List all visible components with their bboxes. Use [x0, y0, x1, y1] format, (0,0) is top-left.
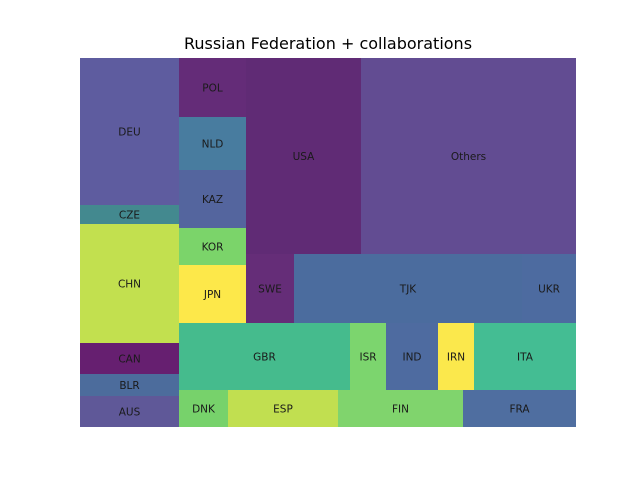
treemap-label-dnk: DNK	[192, 404, 216, 416]
treemap-label-jpn: JPN	[203, 289, 221, 301]
treemap-cell-aus	[80, 396, 179, 427]
treemap-cell-ind	[386, 323, 438, 390]
treemap-cell-irn	[438, 323, 474, 390]
treemap-label-tjk: TJK	[399, 284, 418, 296]
treemap-cell-can	[80, 343, 179, 374]
treemap-cell-kaz	[179, 170, 246, 228]
treemap-cell-others	[361, 58, 576, 254]
treemap-cell-fin	[338, 390, 463, 427]
treemap-cell-gbr	[179, 323, 350, 390]
treemap-cell-cze	[80, 205, 179, 224]
treemap-cell-ita	[474, 323, 576, 390]
treemap-label-isr: ISR	[359, 352, 376, 364]
treemap-cell-usa	[246, 58, 361, 254]
treemap-label-ukr: UKR	[538, 284, 560, 296]
treemap-label-deu: DEU	[118, 127, 140, 139]
treemap-label-can: CAN	[118, 354, 140, 366]
treemap-cell-isr	[350, 323, 386, 390]
treemap-label-aus: AUS	[119, 407, 141, 419]
treemap-label-swe: SWE	[258, 284, 282, 296]
treemap-label-cze: CZE	[119, 210, 140, 222]
treemap-label-fra: FRA	[509, 404, 530, 416]
treemap-label-chn: CHN	[118, 279, 141, 291]
treemap-cell-dnk	[179, 390, 228, 427]
treemap-label-fin: FIN	[392, 404, 409, 416]
treemap-cell-blr	[80, 374, 179, 396]
treemap-cell-jpn	[179, 265, 246, 323]
treemap-label-blr: BLR	[119, 380, 139, 392]
treemap-cell-esp	[228, 390, 338, 427]
treemap-cell-chn	[80, 224, 179, 343]
treemap-label-ind: IND	[402, 352, 421, 364]
treemap-cell-fra	[463, 390, 576, 427]
chart-title: Russian Federation + collaborations	[184, 34, 472, 53]
treemap-label-kor: KOR	[202, 242, 224, 254]
treemap-label-pol: POL	[202, 83, 223, 95]
treemap-label-others: Others	[451, 151, 486, 163]
treemap-cell-swe	[246, 254, 294, 323]
treemap-label-irn: IRN	[447, 352, 465, 364]
treemap-label-gbr: GBR	[253, 352, 276, 364]
treemap-cell-tjk	[294, 254, 522, 323]
treemap-label-esp: ESP	[273, 404, 293, 416]
treemap-cell-deu	[80, 58, 179, 205]
treemap-cell-nld	[179, 117, 246, 170]
treemap-label-usa: USA	[293, 151, 316, 163]
treemap-cell-ukr	[522, 254, 576, 323]
treemap-cells: DEU CZE CHN CAN BLR AUS POL NLD KAZ KOR JPN DNK USA S…	[80, 58, 576, 427]
treemap-label-kaz: KAZ	[202, 194, 223, 206]
treemap-cell-kor	[179, 228, 246, 265]
treemap-label-nld: NLD	[202, 139, 224, 151]
treemap-cell-pol	[179, 58, 246, 117]
treemap-label-ita: ITA	[517, 352, 534, 364]
